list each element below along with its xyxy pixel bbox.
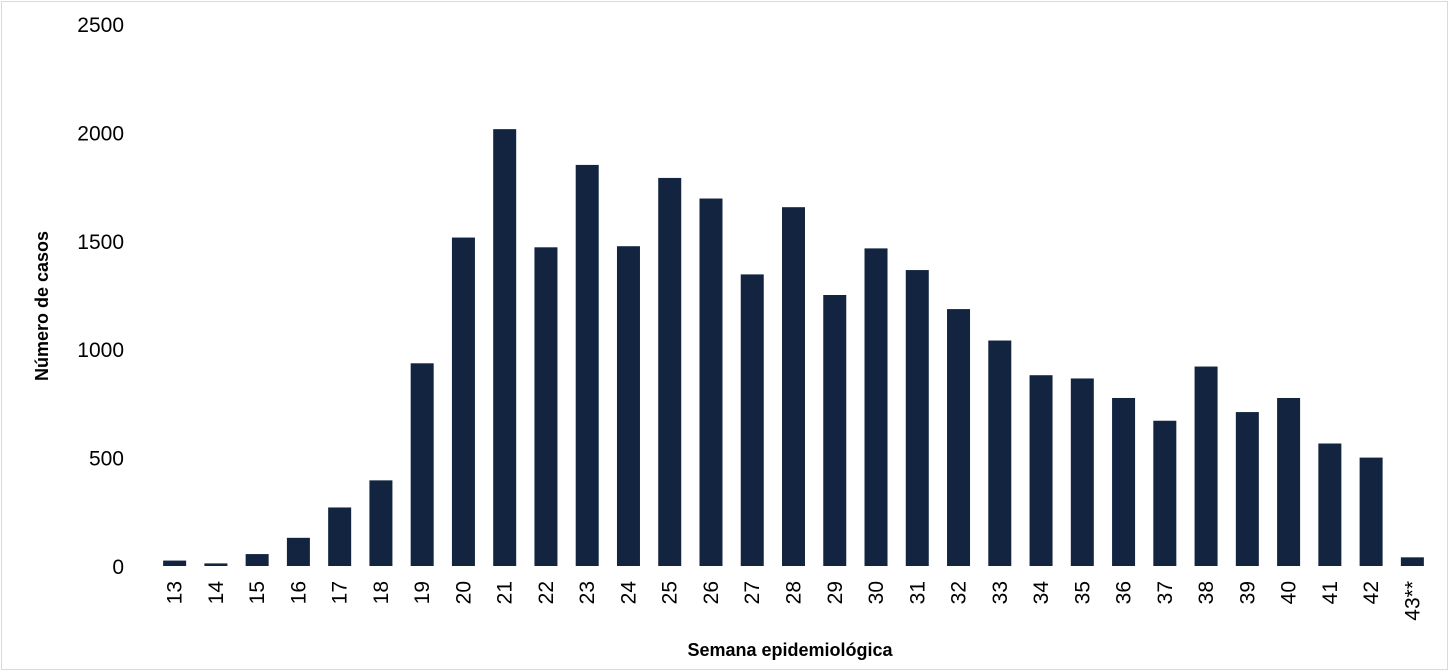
x-tick-label: 19 xyxy=(411,581,434,604)
x-tick-label: 36 xyxy=(1113,581,1136,604)
bar-week-39 xyxy=(1235,412,1259,566)
x-tick-label: 21 xyxy=(494,581,517,604)
x-tick-label: 18 xyxy=(370,581,393,604)
bar-week-26 xyxy=(699,198,723,567)
bar-week-18 xyxy=(369,480,393,566)
x-tick-label: 20 xyxy=(452,581,475,604)
y-tick-label: 2000 xyxy=(77,122,124,145)
bar-week-34 xyxy=(1029,375,1053,566)
x-tick-label: 22 xyxy=(535,581,558,604)
x-tick-label: 38 xyxy=(1195,581,1218,604)
bar-week-35 xyxy=(1070,378,1094,566)
y-tick-label: 1000 xyxy=(77,339,124,362)
x-tick-label: 28 xyxy=(783,581,806,604)
bars xyxy=(163,129,1424,567)
x-tick-label: 16 xyxy=(287,581,310,604)
bar-week-23 xyxy=(575,164,599,567)
x-tick-label: 43** xyxy=(1401,581,1424,621)
x-tick-label: 27 xyxy=(741,581,764,604)
x-tick-label: 29 xyxy=(824,581,847,604)
bar-week-14 xyxy=(204,563,228,566)
x-axis-ticks: 13 14 15 16 17 18 19 20 21 22 23 24 25 26 27 28 29 30 31 32… xyxy=(164,581,1425,621)
bar-week-21 xyxy=(493,129,517,566)
bar-week-33 xyxy=(988,340,1012,566)
x-tick-label: 34 xyxy=(1030,581,1053,605)
bar-week-19 xyxy=(410,363,434,566)
y-tick-label: 500 xyxy=(89,448,124,471)
bar-week-17 xyxy=(328,507,352,566)
x-tick-label: 25 xyxy=(659,581,682,604)
x-tick-label: 40 xyxy=(1278,581,1301,604)
x-tick-label: 23 xyxy=(576,581,599,604)
x-tick-label: 41 xyxy=(1319,581,1342,604)
x-tick-label: 15 xyxy=(246,581,269,604)
bar-week-41 xyxy=(1318,443,1342,566)
bar-week-29 xyxy=(823,295,847,566)
x-tick-label: 32 xyxy=(948,581,971,604)
bar-week-38 xyxy=(1194,366,1218,566)
y-tick-label: 0 xyxy=(112,556,124,579)
bar-week-20 xyxy=(451,237,475,566)
y-axis-ticks: 0 500 1000 1500 2000 2500 xyxy=(77,14,124,579)
x-tick-label: 35 xyxy=(1071,581,1094,604)
bar-week-13 xyxy=(163,560,187,566)
x-tick-label: 33 xyxy=(989,581,1012,604)
y-tick-label: 1500 xyxy=(77,231,124,254)
x-tick-label: 37 xyxy=(1154,581,1177,604)
bar-week-37 xyxy=(1153,420,1177,566)
bar-week-15 xyxy=(245,554,269,566)
x-tick-label: 42 xyxy=(1360,581,1383,604)
x-tick-label: 14 xyxy=(205,581,228,605)
bar-week-28 xyxy=(782,207,805,567)
x-tick-label: 26 xyxy=(700,581,723,604)
bar-week-27 xyxy=(740,274,764,566)
bar-week-31 xyxy=(905,270,929,566)
bar-week-30 xyxy=(864,248,888,566)
x-tick-label: 39 xyxy=(1236,581,1259,604)
bar-week-40 xyxy=(1277,397,1301,566)
x-tick-label: 31 xyxy=(906,581,929,604)
bar-week-24 xyxy=(616,246,640,566)
bar-week-22 xyxy=(534,247,558,566)
bar-week-16 xyxy=(286,537,310,566)
bar-week-32 xyxy=(947,309,971,566)
bar-week-36 xyxy=(1112,397,1136,566)
x-axis-title: Semana epidemiológica xyxy=(687,640,893,660)
x-tick-label: 24 xyxy=(617,581,640,605)
bar-week-25 xyxy=(658,177,682,567)
y-axis-title: Número de casos xyxy=(32,231,52,381)
x-tick-label: 30 xyxy=(865,581,888,604)
x-tick-label: 13 xyxy=(164,581,187,604)
bar-week-43 xyxy=(1400,557,1424,566)
y-tick-label: 2500 xyxy=(77,14,124,37)
bar-week-42 xyxy=(1359,457,1383,566)
x-tick-label: 17 xyxy=(329,581,352,604)
